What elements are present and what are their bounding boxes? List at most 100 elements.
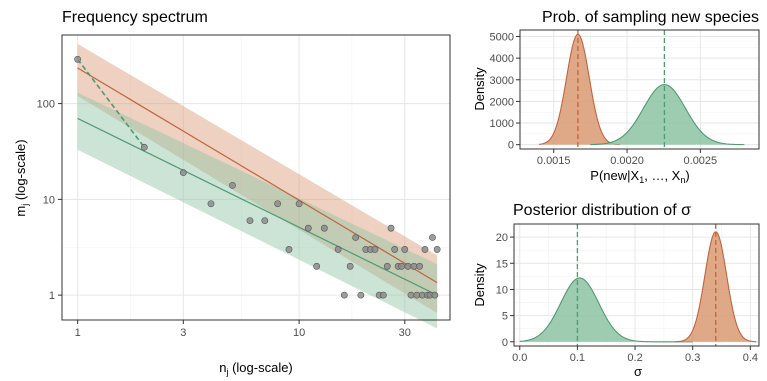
- data-point: [74, 55, 82, 63]
- density-y-tick-label: 5: [502, 311, 508, 323]
- data-point: [274, 200, 282, 208]
- density-y-tick-label: 3000: [490, 75, 514, 87]
- new-species-panel: Prob. of sampling new species 0.0015 0.00…: [472, 9, 760, 185]
- new-species-x-label: P(new|X1, …, Xn): [590, 168, 689, 185]
- data-point: [407, 291, 415, 299]
- data-point: [421, 246, 429, 253]
- green-credible-band: [77, 92, 438, 329]
- data-point: [433, 246, 441, 253]
- density-x-tick-label: 0.1: [570, 352, 585, 364]
- data-point: [416, 262, 424, 270]
- density-y-tick-label: 10: [496, 284, 508, 296]
- density-x-tick-label: 0.4: [743, 352, 758, 364]
- freq-y-tick-label: 1: [49, 290, 55, 302]
- data-point: [357, 291, 365, 299]
- sigma-x-label: σ: [634, 364, 642, 379]
- data-point: [352, 234, 360, 241]
- density-x-tick-label: 0.0020: [610, 155, 644, 167]
- density-x-tick-label: 0.2: [627, 352, 642, 364]
- freq-x-label: nj (log-scale): [219, 360, 293, 377]
- data-point: [429, 234, 436, 241]
- density-y-tick-label: 15: [496, 258, 508, 270]
- data-point: [398, 262, 405, 270]
- green-density-area: [590, 84, 745, 145]
- data-point: [383, 262, 391, 270]
- data-point: [401, 246, 409, 253]
- data-point: [320, 224, 328, 232]
- sigma-plot-frame: [513, 223, 760, 347]
- density-y-tick-label: 4000: [490, 53, 514, 65]
- data-point: [387, 224, 395, 232]
- density-y-tick-label: 0: [508, 140, 514, 152]
- sigma-x-ticks: 0.0 0.1 0.2 0.3 0.4: [512, 346, 758, 364]
- freq-y-ticks: 1 10 100: [37, 99, 62, 302]
- data-point: [295, 200, 303, 208]
- data-point: [334, 246, 342, 253]
- new-species-plot-frame: [519, 29, 760, 150]
- freq-x-tick-label: 30: [399, 327, 411, 339]
- orange-density-curve: [539, 33, 620, 146]
- data-point: [410, 262, 418, 270]
- green-density-curve: [519, 277, 693, 343]
- new-species-title: Prob. of sampling new species: [542, 9, 759, 26]
- new-species-y-label: Density: [472, 67, 487, 111]
- freq-x-ticks: 1 3 10 30: [75, 320, 411, 339]
- density-y-tick-label: 1000: [490, 118, 514, 130]
- new-species-densities: [539, 33, 745, 146]
- new-species-x-ticks: 0.0015 0.0020 0.0025: [537, 149, 717, 167]
- freq-fit-lines: [76, 58, 438, 296]
- frequency-spectrum-panel: Frequency spectrum 1 3 10 30 1 10 100 nj (log…: [13, 9, 451, 377]
- new-species-mean-lines: [577, 30, 666, 149]
- orange-fit-line: [77, 67, 438, 284]
- data-point: [229, 181, 236, 189]
- freq-y-tick-label: 100: [37, 99, 55, 111]
- freq-x-tick-label: 3: [180, 327, 186, 339]
- freq-plot-background: [62, 35, 450, 320]
- sigma-y-ticks: 0 5 10 15 20: [496, 232, 514, 349]
- data-point: [261, 217, 269, 225]
- orange-density-curve: [675, 231, 757, 343]
- new-species-y-ticks: 0 1000 2000 3000 4000 5000: [490, 31, 520, 152]
- density-x-tick-label: 0.3: [685, 352, 700, 364]
- density-y-tick-label: 20: [496, 232, 508, 244]
- density-x-tick-label: 0.0: [512, 352, 527, 364]
- data-point: [313, 262, 321, 270]
- orange-credible-band: [77, 43, 438, 314]
- green-density-curve: [590, 83, 745, 146]
- sigma-densities: [519, 231, 757, 343]
- data-point: [179, 169, 187, 177]
- green-fit-line: [77, 117, 438, 296]
- sigma-mean-lines: [576, 224, 717, 346]
- density-x-tick-label: 0.0015: [537, 155, 571, 167]
- data-point: [379, 291, 387, 299]
- data-point: [371, 246, 379, 253]
- data-point: [340, 291, 348, 299]
- sigma-title: Posterior distribution of σ: [513, 202, 691, 219]
- data-point: [404, 262, 412, 270]
- data-point: [207, 200, 215, 208]
- data-point: [304, 224, 312, 232]
- orange-density-area: [675, 231, 757, 342]
- density-y-tick-label: 2000: [490, 96, 514, 108]
- data-point: [346, 262, 354, 270]
- freq-x-tick-label: 10: [293, 327, 305, 339]
- density-y-tick-label: 5000: [490, 31, 514, 43]
- data-point: [431, 291, 439, 299]
- sigma-posterior-panel: Posterior distribution of σ 0.0 0.1 0.2 0.3…: [472, 202, 760, 379]
- density-y-tick-label: 0: [502, 337, 508, 349]
- sigma-y-label: Density: [472, 263, 487, 307]
- freq-y-tick-label: 10: [43, 194, 55, 206]
- freq-points: [74, 55, 441, 299]
- data-point: [140, 143, 148, 151]
- freq-grid: [62, 35, 450, 320]
- green-density-area: [519, 277, 693, 342]
- green-dashed-segment: [76, 58, 145, 148]
- data-point: [285, 246, 293, 253]
- freq-y-label: mj (log-scale): [13, 139, 30, 216]
- data-point: [391, 246, 399, 253]
- data-point: [246, 217, 254, 225]
- freq-x-tick-label: 1: [75, 327, 81, 339]
- freq-title: Frequency spectrum: [62, 9, 208, 26]
- freq-plot-frame: [61, 34, 451, 321]
